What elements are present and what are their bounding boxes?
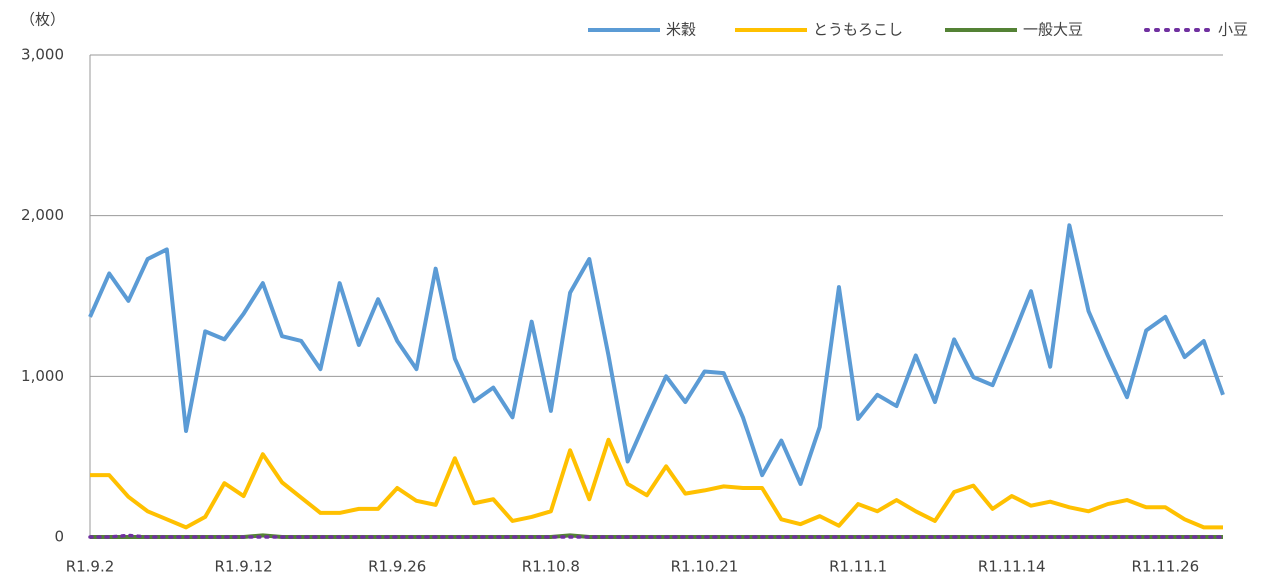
series-line bbox=[90, 437, 1223, 530]
y-tick-label: 0 bbox=[54, 528, 64, 546]
x-tick-label: R1.10.8 bbox=[522, 558, 580, 576]
legend-label: とうもろこし bbox=[813, 21, 903, 39]
y-tick-label: 2,000 bbox=[21, 206, 64, 224]
x-tick-label: R1.11.26 bbox=[1132, 558, 1200, 576]
legend-label: 小豆 bbox=[1218, 21, 1248, 39]
x-tick-label: R1.9.2 bbox=[66, 558, 115, 576]
x-tick-label: R1.11.14 bbox=[978, 558, 1046, 576]
series-line bbox=[88, 533, 1225, 539]
x-tick-label: R1.11.1 bbox=[829, 558, 887, 576]
legend-label: 一般大豆 bbox=[1023, 21, 1083, 39]
legend-label: 米穀 bbox=[666, 21, 696, 39]
series-line bbox=[88, 223, 1225, 486]
y-tick-label: 1,000 bbox=[21, 367, 64, 385]
x-tick-label: R1.10.21 bbox=[671, 558, 739, 576]
x-tick-label: R1.9.12 bbox=[215, 558, 273, 576]
x-tick-label: R1.9.26 bbox=[368, 558, 426, 576]
y-tick-label: 3,000 bbox=[21, 46, 64, 64]
y-axis-label: （枚） bbox=[20, 11, 65, 29]
